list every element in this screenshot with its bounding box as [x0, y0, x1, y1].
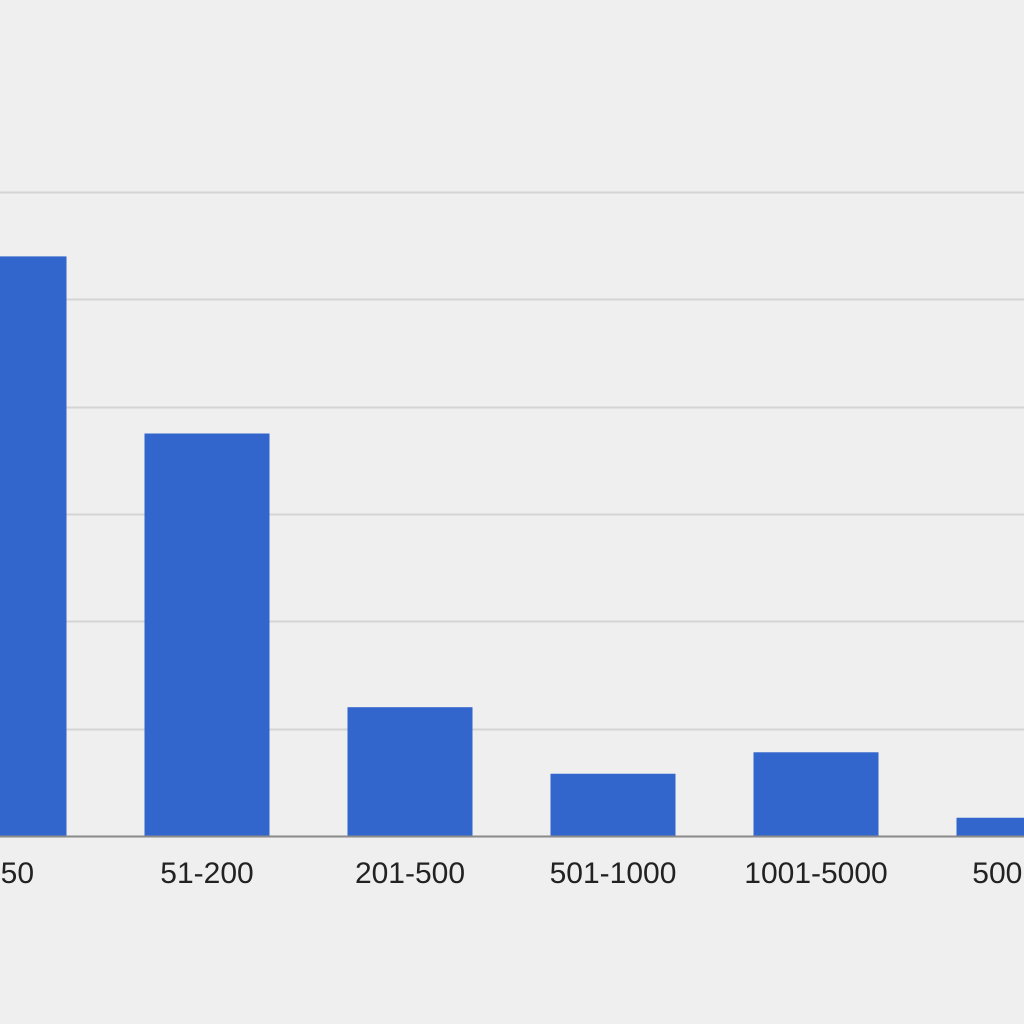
x-axis-tick-labels: n-50 51-200 201-500 501-1000 1001-5000 5001-1 — [0, 857, 1024, 890]
bar-201-500 — [347, 707, 473, 836]
bar-n-50 — [0, 256, 67, 836]
x-tick-label: n-50 — [0, 857, 34, 890]
bars — [0, 256, 1024, 836]
x-tick-label: 51-200 — [160, 857, 253, 890]
x-tick-label: 201-500 — [355, 857, 465, 890]
x-tick-label: 501-1000 — [550, 857, 677, 890]
bar-501-1000 — [550, 773, 676, 836]
bar-51-200 — [144, 433, 270, 836]
x-tick-label: 5001-1 — [972, 857, 1024, 890]
bar-1001-5000 — [753, 752, 879, 836]
bar-5001-1 — [956, 817, 1024, 836]
x-tick-label: 1001-5000 — [744, 857, 887, 890]
